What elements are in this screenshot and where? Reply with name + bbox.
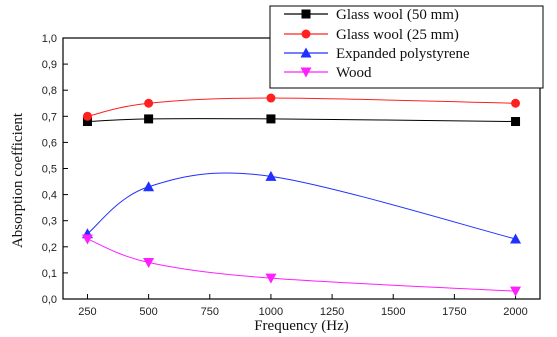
data-point (143, 181, 155, 192)
series-3 (81, 234, 522, 297)
data-point (511, 98, 521, 108)
y-axis: 0,0 0,1 0,2 0,3 0,4 0,5 0,6 0,7 0,8 0,9 1,0 (42, 33, 68, 306)
data-point (144, 98, 154, 108)
x-tick-label: 1250 (320, 306, 344, 318)
data-point (266, 114, 276, 124)
series-line (87, 238, 516, 292)
series-0 (82, 114, 521, 127)
x-tick-label: 1500 (381, 306, 405, 318)
y-tick-label: 0,3 (42, 216, 57, 228)
y-tick-label: 0,7 (42, 111, 57, 123)
data-point (511, 117, 521, 127)
x-tick-label: 1000 (259, 306, 283, 318)
legend-label: Expanded polystyrene (336, 46, 470, 62)
legend-label: Glass wool (50 mm) (336, 7, 459, 23)
series-2 (81, 170, 522, 244)
y-tick-label: 0,0 (42, 294, 57, 306)
x-tick-label: 250 (78, 306, 96, 318)
data-point (510, 233, 522, 244)
data-point (510, 286, 522, 297)
legend-label: Glass wool (25 mm) (336, 27, 459, 43)
series-1 (82, 93, 521, 121)
x-tick-label: 500 (139, 306, 157, 318)
legend-marker (300, 47, 312, 58)
series-line (87, 118, 516, 123)
y-tick-label: 0,6 (42, 137, 57, 149)
x-tick-label: 750 (201, 306, 219, 318)
legend-box (269, 5, 544, 89)
y-tick-label: 0,4 (42, 190, 57, 202)
legend-marker (301, 9, 311, 19)
y-tick-label: 0,5 (42, 164, 57, 176)
series-line (87, 97, 516, 117)
series-line (87, 172, 516, 240)
series-layer (81, 93, 522, 297)
y-axis-title: Absorption coefficient (10, 112, 26, 248)
y-tick-label: 0,1 (42, 268, 57, 280)
data-point (82, 111, 92, 121)
y-tick-label: 1,0 (42, 33, 57, 45)
data-point (82, 117, 92, 127)
data-point (81, 234, 93, 245)
data-point (266, 93, 276, 103)
legend-label: Wood (336, 65, 372, 81)
legend: Glass wool (50 mm) Glass wool (25 mm) Expa… (269, 5, 544, 89)
data-point (265, 170, 277, 181)
data-point (144, 114, 154, 124)
legend-marker (301, 29, 311, 39)
x-axis-title: Frequency (Hz) (254, 318, 349, 334)
data-point (265, 273, 277, 284)
legend-marker (300, 67, 312, 78)
y-tick-label: 0,8 (42, 85, 57, 97)
y-tick-label: 0,9 (42, 59, 57, 71)
x-tick-label: 1750 (442, 306, 466, 318)
y-tick-label: 0,2 (42, 242, 57, 254)
x-axis: 250 500 750 1000 1250 1500 1750 2000 (78, 294, 528, 318)
data-point (143, 257, 155, 268)
x-tick-label: 2000 (503, 306, 527, 318)
